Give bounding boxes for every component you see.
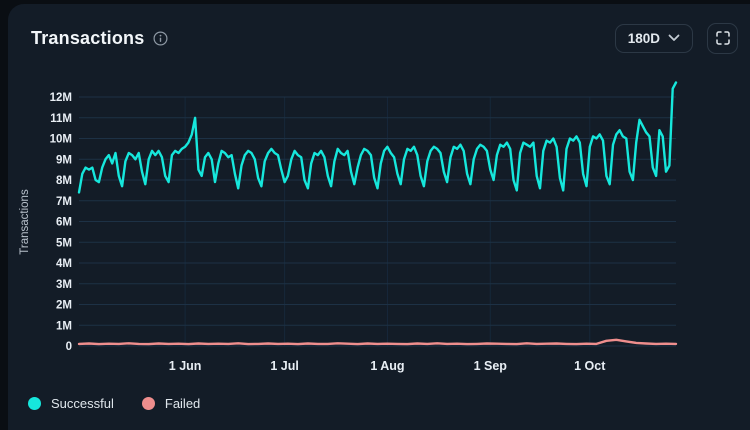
fullscreen-button[interactable] bbox=[707, 22, 738, 54]
legend-label: Successful bbox=[51, 396, 114, 411]
x-tick-label: 1 Oct bbox=[574, 359, 606, 373]
x-tick-label: 1 Jul bbox=[270, 359, 299, 373]
y-tick-label: 3M bbox=[56, 279, 72, 291]
fullscreen-icon bbox=[715, 31, 730, 45]
y-tick-label: 7M bbox=[56, 196, 72, 208]
y-tick-label: 11M bbox=[50, 113, 72, 125]
x-tick-label: 1 Aug bbox=[370, 359, 404, 373]
y-axis-title: Transactions bbox=[19, 189, 31, 255]
failed-dot-icon bbox=[141, 397, 155, 410]
y-tick-label: 0 bbox=[66, 341, 72, 353]
x-tick-label: 1 Sep bbox=[474, 359, 508, 373]
successful-dot-icon bbox=[28, 397, 41, 410]
y-tick-label: 1M bbox=[56, 320, 72, 332]
chart-legend: Successful Failed bbox=[28, 396, 200, 411]
transactions-card: Transactions 180D bbox=[8, 4, 750, 430]
y-tick-label: 4M bbox=[56, 258, 72, 270]
y-tick-label: 12M bbox=[50, 92, 72, 104]
y-tick-label: 2M bbox=[56, 300, 72, 312]
y-tick-label: 10M bbox=[50, 134, 72, 146]
successful-line bbox=[77, 81, 678, 194]
page-title: Transactions bbox=[31, 27, 145, 48]
time-range-value: 180D bbox=[627, 30, 660, 46]
y-tick-label: 5M bbox=[56, 237, 72, 249]
y-tick-label: 9M bbox=[56, 154, 72, 166]
failed-line bbox=[77, 338, 678, 346]
info-icon[interactable] bbox=[153, 30, 168, 46]
legend-item-successful[interactable]: Successful bbox=[28, 396, 114, 411]
header-controls: 180D bbox=[614, 22, 738, 54]
legend-item-failed[interactable]: Failed bbox=[141, 396, 201, 411]
chevron-down-icon bbox=[668, 34, 680, 41]
legend-label: Failed bbox=[164, 396, 201, 411]
x-tick-label: 1 Jun bbox=[169, 359, 202, 373]
time-range-selector[interactable]: 180D bbox=[614, 23, 693, 53]
y-tick-label: 8M bbox=[56, 175, 72, 187]
card-header: Transactions 180D bbox=[31, 22, 738, 54]
y-tick-label: 6M bbox=[56, 217, 72, 229]
